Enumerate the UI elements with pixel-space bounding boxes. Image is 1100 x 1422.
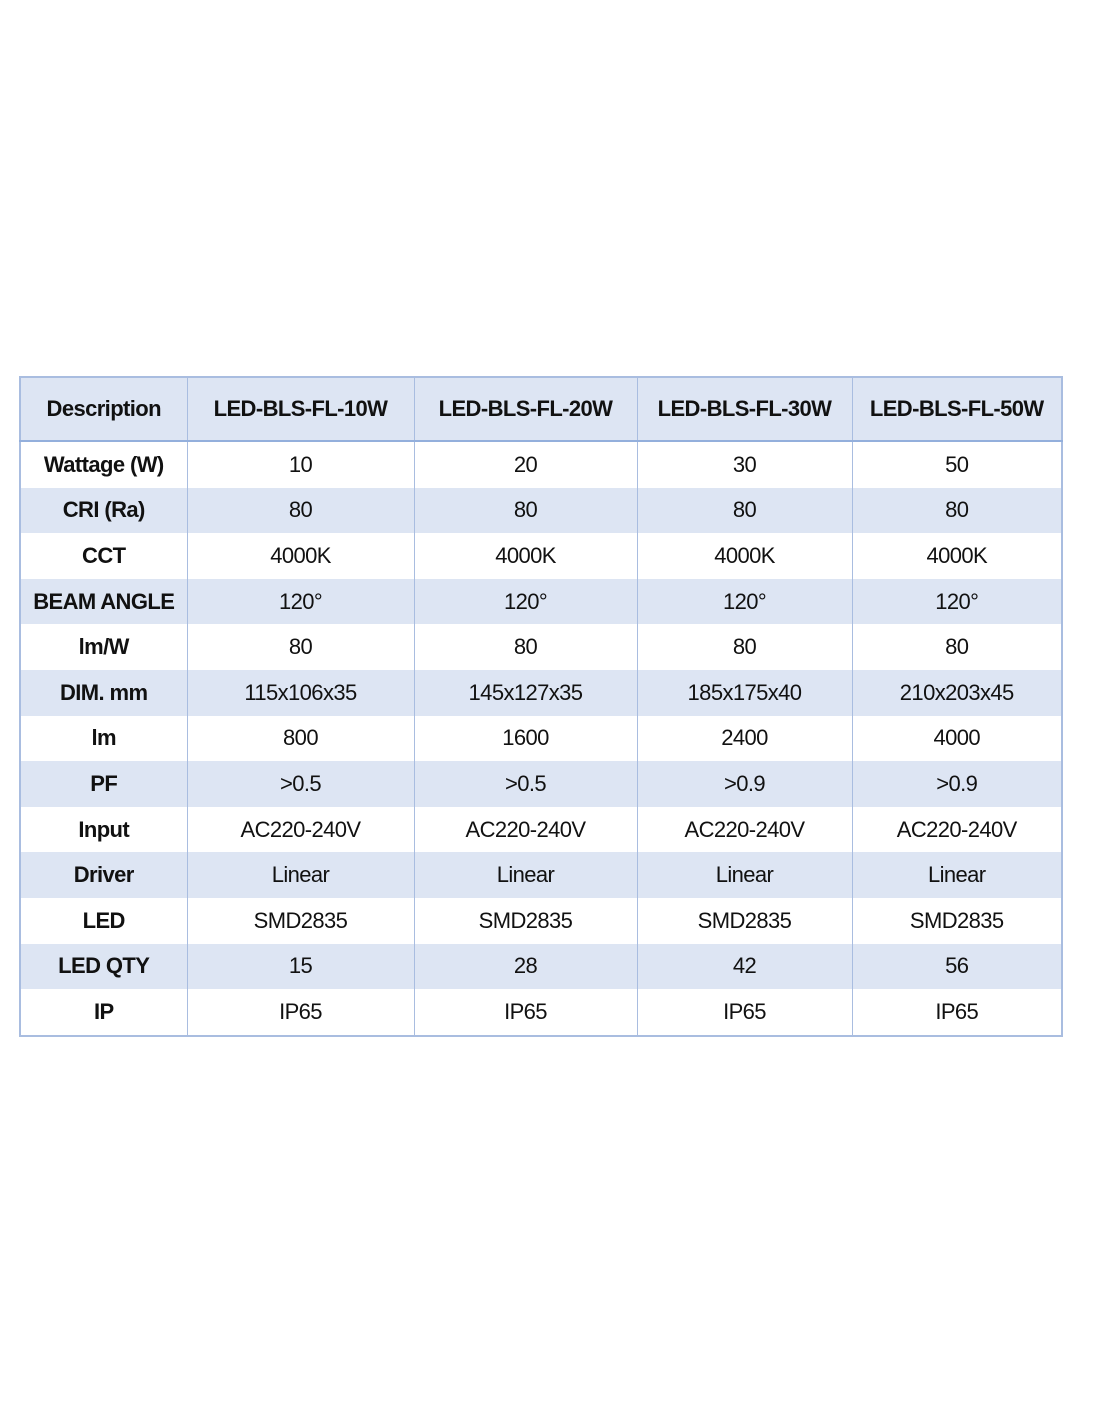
table-cell: 80 bbox=[413, 487, 637, 534]
table-row: LED QTY 15 28 42 56 bbox=[19, 943, 1062, 990]
row-label: CRI (Ra) bbox=[19, 487, 187, 534]
table-cell: 4000K bbox=[636, 533, 852, 579]
table-cell: Linear bbox=[636, 852, 852, 898]
table-cell: 1600 bbox=[413, 715, 637, 762]
table-row: Wattage (W) 10 20 30 50 bbox=[19, 441, 1062, 488]
row-label: Wattage (W) bbox=[19, 441, 187, 488]
table-cell: 120° bbox=[636, 578, 852, 625]
table-cell: IP65 bbox=[636, 989, 852, 1036]
table-cell: AC220-240V bbox=[851, 806, 1062, 853]
table-row: Input AC220-240V AC220-240V AC220-240V AC220… bbox=[19, 806, 1062, 853]
row-label: DIM. mm bbox=[19, 669, 187, 716]
row-label: lm/W bbox=[19, 624, 187, 670]
table-row: lm/W 80 80 80 80 bbox=[19, 624, 1062, 670]
table-cell: >0.9 bbox=[851, 761, 1062, 807]
table-cell: IP65 bbox=[186, 989, 414, 1036]
table-cell: IP65 bbox=[413, 989, 637, 1036]
table-cell: IP65 bbox=[851, 989, 1062, 1036]
table-row: LED SMD2835 SMD2835 SMD2835 SMD2835 bbox=[19, 897, 1062, 944]
row-label: lm bbox=[19, 715, 187, 762]
table-cell: Linear bbox=[413, 852, 637, 898]
table-cell: 56 bbox=[851, 943, 1062, 990]
table-cell: 28 bbox=[413, 943, 637, 990]
table-cell: 30 bbox=[636, 441, 852, 488]
row-label: Driver bbox=[19, 852, 187, 898]
table-row: CCT 4000K 4000K 4000K 4000K bbox=[19, 533, 1062, 579]
table-cell: 10 bbox=[186, 441, 414, 488]
row-label: LED QTY bbox=[19, 943, 187, 990]
spec-table: Description LED-BLS-FL-10W LED-BLS-FL-20W L… bbox=[19, 376, 1063, 1037]
table-cell: 20 bbox=[413, 441, 637, 488]
header-cell: LED-BLS-FL-10W bbox=[186, 377, 414, 442]
table-cell: 800 bbox=[186, 715, 414, 762]
header-cell: Description bbox=[19, 377, 187, 442]
table-cell: 42 bbox=[636, 943, 852, 990]
table-cell: 80 bbox=[413, 624, 637, 670]
table-cell: >0.5 bbox=[186, 761, 414, 807]
table-cell: 80 bbox=[186, 624, 414, 670]
table-cell: AC220-240V bbox=[636, 806, 852, 853]
table-cell: 4000K bbox=[413, 533, 637, 579]
table-cell: 115x106x35 bbox=[186, 669, 414, 716]
row-label: CCT bbox=[19, 533, 187, 579]
table-cell: SMD2835 bbox=[413, 897, 637, 944]
header-cell: LED-BLS-FL-30W bbox=[636, 377, 852, 442]
table-row: Driver Linear Linear Linear Linear bbox=[19, 852, 1062, 898]
row-label: BEAM ANGLE bbox=[19, 578, 187, 625]
header-cell: LED-BLS-FL-20W bbox=[413, 377, 637, 442]
table-cell: AC220-240V bbox=[186, 806, 414, 853]
table-row: lm 800 1600 2400 4000 bbox=[19, 715, 1062, 762]
row-label: Input bbox=[19, 806, 187, 853]
table-cell: SMD2835 bbox=[851, 897, 1062, 944]
row-label: PF bbox=[19, 761, 187, 807]
row-label: LED bbox=[19, 897, 187, 944]
table-cell: AC220-240V bbox=[413, 806, 637, 853]
table-cell: 80 bbox=[851, 487, 1062, 534]
table-row: IP IP65 IP65 IP65 IP65 bbox=[19, 989, 1062, 1036]
table-cell: >0.9 bbox=[636, 761, 852, 807]
table-cell: 50 bbox=[851, 441, 1062, 488]
table-cell: Linear bbox=[186, 852, 414, 898]
table-cell: 120° bbox=[851, 578, 1062, 625]
table-cell: 4000K bbox=[186, 533, 414, 579]
table-cell: 80 bbox=[851, 624, 1062, 670]
table-cell: SMD2835 bbox=[636, 897, 852, 944]
table-cell: >0.5 bbox=[413, 761, 637, 807]
table-cell: 120° bbox=[186, 578, 414, 625]
table-body: Wattage (W) 10 20 30 50 CRI (Ra) 80 80 80 80 CCT 40… bbox=[19, 441, 1062, 1036]
table-cell: 120° bbox=[413, 578, 637, 625]
table-cell: 80 bbox=[186, 487, 414, 534]
table-cell: 80 bbox=[636, 487, 852, 534]
table-cell: 2400 bbox=[636, 715, 852, 762]
table-cell: 185x175x40 bbox=[636, 669, 852, 716]
table-cell: 15 bbox=[186, 943, 414, 990]
table-row: CRI (Ra) 80 80 80 80 bbox=[19, 487, 1062, 534]
header-row: Description LED-BLS-FL-10W LED-BLS-FL-20W L… bbox=[19, 377, 1062, 442]
table-cell: 80 bbox=[636, 624, 852, 670]
table-row: PF >0.5 >0.5 >0.9 >0.9 bbox=[19, 761, 1062, 807]
table-row: DIM. mm 115x106x35 145x127x35 185x175x40 210… bbox=[19, 669, 1062, 716]
table-row: BEAM ANGLE 120° 120° 120° 120° bbox=[19, 578, 1062, 625]
row-label: IP bbox=[19, 989, 187, 1036]
table-cell: Linear bbox=[851, 852, 1062, 898]
table-cell: 210x203x45 bbox=[851, 669, 1062, 716]
table-cell: SMD2835 bbox=[186, 897, 414, 944]
table-cell: 145x127x35 bbox=[413, 669, 637, 716]
table-cell: 4000 bbox=[851, 715, 1062, 762]
header-cell: LED-BLS-FL-50W bbox=[851, 377, 1062, 442]
table-cell: 4000K bbox=[851, 533, 1062, 579]
